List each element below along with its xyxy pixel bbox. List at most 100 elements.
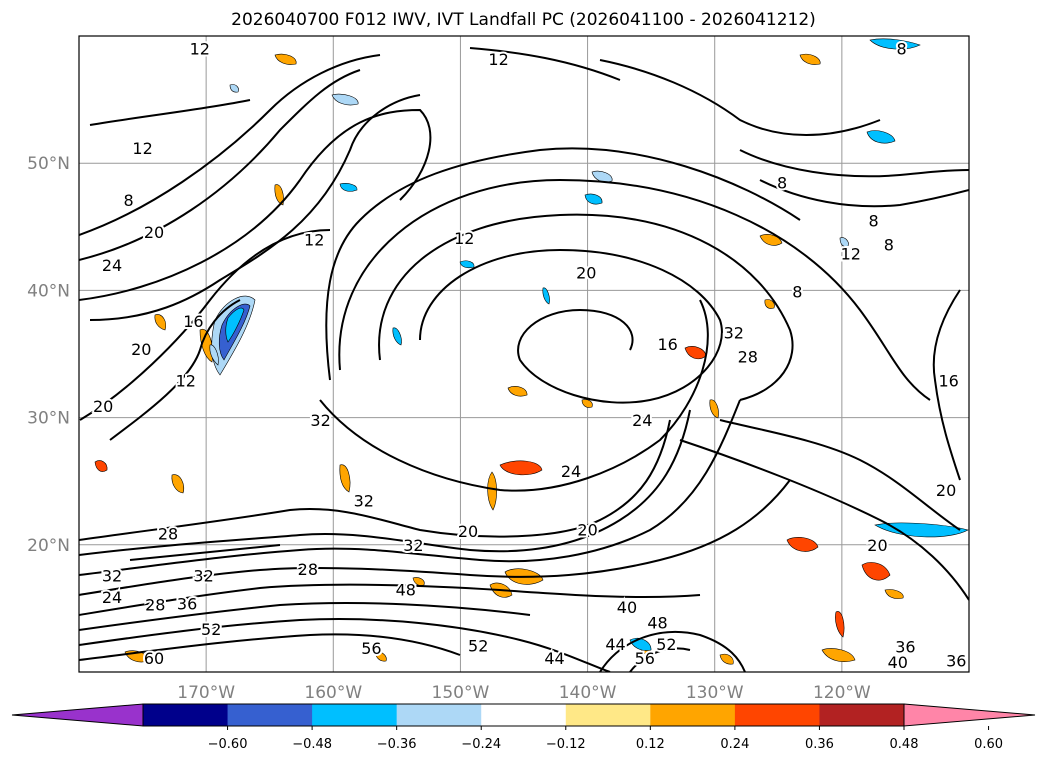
contour-label-halo: 24 <box>561 462 581 481</box>
iwv-contour-field <box>79 38 969 672</box>
contour-label-halo: 12 <box>304 231 324 250</box>
lon-tick-label: 130°W <box>686 683 744 703</box>
colorbar-segment <box>143 704 229 726</box>
contour-label: 36 <box>895 638 915 657</box>
contour-label-halo: 40 <box>617 598 637 617</box>
colorbar-tick-label: 0.48 <box>890 737 919 752</box>
contour-label: 36 <box>946 652 966 671</box>
contour-label-halo: 48 <box>647 613 667 632</box>
lat-tick-label: 40°N <box>27 281 70 301</box>
colorbar-tick-label: 0.24 <box>720 737 749 752</box>
contour-label: 32 <box>354 491 374 510</box>
colorbar-tick-label: −0.24 <box>461 737 501 752</box>
longitude-tick-labels: 170°W 160°W 150°W 140°W 130°W 120°W <box>177 683 871 703</box>
contour-label: 8 <box>869 211 879 230</box>
lon-tick-label: 140°W <box>559 683 617 703</box>
contour-label-halo: 12 <box>190 40 210 59</box>
contour-label: 36 <box>177 594 197 613</box>
contour-label-halo: 52 <box>468 636 488 655</box>
colorbar-segment <box>650 704 736 726</box>
contour-label-halo: 8 <box>792 283 802 302</box>
contour-label-halo: 28 <box>145 596 165 615</box>
colorbar-extend-min <box>11 703 144 727</box>
contour-label: 24 <box>102 256 122 275</box>
contour-label: 20 <box>936 481 956 500</box>
colorbar-tick-label: 0.12 <box>636 737 665 752</box>
contour-label-halo: 20 <box>576 264 596 283</box>
contour-label: 16 <box>938 372 958 391</box>
contour-label: 12 <box>841 245 861 264</box>
contour-label: 8 <box>123 191 133 210</box>
contour-label: 20 <box>577 521 597 540</box>
contour-label: 20 <box>131 340 151 359</box>
contour-label-halo: 8 <box>869 211 879 230</box>
colorbar-outline <box>142 703 905 727</box>
contour-label: 20 <box>144 223 164 242</box>
contour-label: 20 <box>576 264 596 283</box>
lon-tick-label: 160°W <box>304 683 362 703</box>
contour-label: 32 <box>403 536 423 555</box>
contour-label: 44 <box>544 649 564 668</box>
contour-label: 40 <box>617 598 637 617</box>
contour-label: 32 <box>310 411 330 430</box>
lat-tick-label: 50°N <box>27 154 70 174</box>
colorbar-tick-label: −0.12 <box>546 737 586 752</box>
lon-tick-label: 170°W <box>177 683 235 703</box>
contour-label: 24 <box>632 411 652 430</box>
contour-label-halo: 12 <box>454 229 474 248</box>
contour-label: 32 <box>193 566 213 585</box>
contour-label: 16 <box>183 312 203 331</box>
contour-label-halo: 40 <box>888 653 908 672</box>
contour-label-halo: 8 <box>884 236 894 255</box>
contour-label: 44 <box>605 635 625 654</box>
contour-label-halo: 36 <box>895 638 915 657</box>
contour-label-halo: 36 <box>177 594 197 613</box>
contour-label-halo: 20 <box>458 522 478 541</box>
contour-label-halo: 32 <box>193 566 213 585</box>
latitude-tick-labels: 20°N 30°N 40°N 50°N <box>27 154 70 556</box>
contour-label: 52 <box>468 636 488 655</box>
contour-label-halo: 12 <box>176 372 196 391</box>
contour-label: 20 <box>93 397 113 416</box>
contour-label-halo: 44 <box>605 635 625 654</box>
lat-tick-label: 20°N <box>27 536 70 556</box>
contour-label: 20 <box>867 536 887 555</box>
map-frame <box>78 35 970 673</box>
colorbar-segment <box>312 704 398 726</box>
contour-label: 8 <box>897 40 907 59</box>
contour-label-halo: 28 <box>298 560 318 579</box>
contour-label-halo: 52 <box>201 620 221 639</box>
colorbar-tick-label: −0.36 <box>377 737 417 752</box>
contour-label-halo: 28 <box>738 348 758 367</box>
contour-label-halo: 12 <box>132 139 152 158</box>
lon-tick-label: 150°W <box>432 683 490 703</box>
contour-label: 8 <box>884 236 894 255</box>
contour-label-halo: 56 <box>361 639 381 658</box>
lat-tick-label: 30°N <box>27 409 70 429</box>
contour-label: 12 <box>304 231 324 250</box>
contour-label: 48 <box>647 613 667 632</box>
contour-label: 28 <box>145 596 165 615</box>
contour-label-halo: 56 <box>635 649 655 668</box>
contour-label: 40 <box>888 653 908 672</box>
contour-label: 20 <box>458 522 478 541</box>
positive-anomaly-shading <box>94 53 904 665</box>
contour-label: 12 <box>176 372 196 391</box>
contour-label-halo: 36 <box>946 652 966 671</box>
contour-label-halo: 60 <box>144 649 164 668</box>
contour-label-halo: 32 <box>403 536 423 555</box>
contour-label-halo: 16 <box>938 372 958 391</box>
contour-label-halo: 20 <box>577 521 597 540</box>
contour-label-halo: 24 <box>632 411 652 430</box>
colorbar-tick-label: 0.60 <box>974 737 1003 752</box>
contour-label: 16 <box>657 335 677 354</box>
contour-label-halo: 8 <box>897 40 907 59</box>
contour-label-halo: 8 <box>123 191 133 210</box>
contour-label-halo: 8 <box>777 173 787 192</box>
contour-label: 60 <box>144 649 164 668</box>
contour-label: 12 <box>454 229 474 248</box>
colorbar-tick-label: −0.48 <box>292 737 332 752</box>
contour-label: 52 <box>201 620 221 639</box>
contour-label-halo: 20 <box>936 481 956 500</box>
